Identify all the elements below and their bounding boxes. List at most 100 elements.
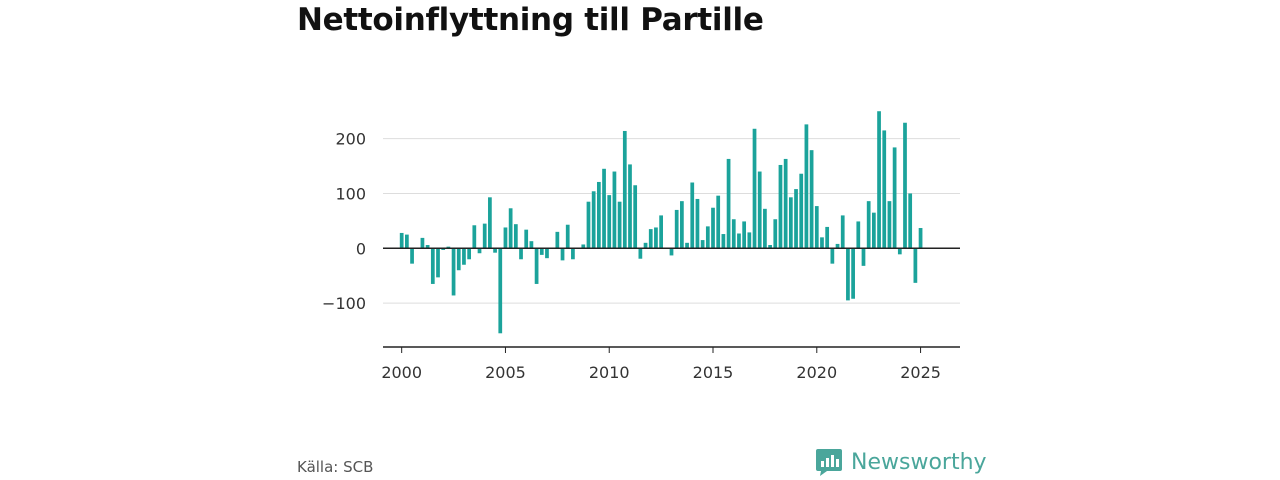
bar (482, 223, 487, 249)
bar (596, 181, 601, 249)
bar (835, 243, 840, 249)
bar (913, 248, 918, 283)
bar (840, 215, 845, 249)
bar (612, 171, 617, 249)
bar (809, 150, 814, 249)
bar-chart: −100 0 100 200 2000 2005 2010 2015 2020 2025 (322, 111, 960, 382)
bar (410, 248, 414, 264)
bar (830, 248, 835, 264)
bar (799, 173, 804, 249)
bar (581, 244, 586, 249)
y-tick-label: 100 (335, 184, 366, 203)
bar (519, 248, 523, 260)
bar (856, 221, 861, 249)
bar (882, 130, 887, 249)
bar (887, 201, 892, 249)
bar (560, 248, 565, 261)
bar (685, 242, 689, 249)
bar (680, 201, 684, 249)
bar (897, 248, 902, 255)
bar (726, 158, 731, 249)
bar (430, 248, 435, 284)
bar (446, 246, 451, 249)
x-tick-label: 2020 (796, 363, 837, 382)
bar (648, 229, 653, 249)
bar (399, 232, 404, 249)
bar (638, 248, 643, 259)
bar (716, 195, 721, 249)
bar (846, 248, 850, 301)
y-tick-label: 200 (335, 130, 366, 149)
bar (591, 191, 596, 249)
bar (871, 212, 876, 249)
bar (747, 232, 752, 249)
bar (892, 147, 897, 249)
bar (405, 234, 409, 249)
bar (654, 227, 658, 249)
bar (861, 248, 866, 266)
bar (721, 234, 726, 249)
bar (628, 164, 632, 249)
bar (737, 233, 741, 249)
bar (617, 201, 622, 249)
bar (918, 228, 923, 249)
bar (851, 248, 855, 299)
bar (565, 224, 570, 249)
bar (820, 237, 824, 249)
x-tick-label: 2015 (693, 363, 734, 382)
bar (778, 164, 783, 249)
bar (555, 231, 560, 249)
bar (705, 226, 710, 249)
bars (399, 111, 923, 334)
bar (467, 248, 472, 260)
bar (783, 158, 788, 249)
chart-title: Nettoinflyttning till Partille (297, 2, 764, 38)
bar (477, 248, 482, 254)
bar (508, 208, 513, 249)
gridlines (383, 138, 960, 304)
bar (607, 195, 612, 249)
bar (742, 221, 747, 249)
bar (488, 197, 492, 249)
brand-name: Newsworthy (851, 449, 987, 475)
bar (908, 193, 913, 249)
bar (571, 248, 575, 260)
bar (757, 171, 762, 249)
bar-chart-logo-icon (816, 449, 842, 476)
bar (731, 219, 736, 249)
bar (877, 111, 881, 249)
bar (866, 201, 871, 249)
bar (534, 248, 539, 284)
bar (602, 168, 606, 249)
bar (425, 245, 430, 249)
bar (503, 227, 508, 249)
bar (436, 248, 440, 278)
bar (622, 130, 627, 249)
bar (773, 219, 778, 249)
bar (586, 201, 591, 249)
bar (690, 182, 695, 249)
bar (493, 248, 497, 253)
bar (752, 128, 757, 249)
source-note: Källa: SCB (297, 458, 374, 476)
axes: −100 0 100 200 2000 2005 2010 2015 2020 2025 (322, 130, 960, 382)
bar (768, 245, 772, 249)
bar (903, 122, 907, 249)
bar (825, 226, 830, 249)
bar (711, 207, 715, 249)
bar (695, 198, 700, 249)
brand-logo[interactable]: Newsworthy (815, 447, 987, 477)
bar (643, 242, 648, 249)
bar (472, 225, 477, 249)
bar (524, 229, 529, 249)
bar (794, 189, 798, 249)
bar (788, 197, 793, 249)
y-tick-label: 0 (356, 239, 366, 258)
x-tick-label: 2005 (485, 363, 526, 382)
bar (700, 240, 705, 249)
bar (451, 248, 456, 296)
bar (804, 124, 809, 249)
bar (669, 248, 674, 256)
y-tick-label: −100 (322, 294, 366, 313)
bar (814, 206, 819, 249)
